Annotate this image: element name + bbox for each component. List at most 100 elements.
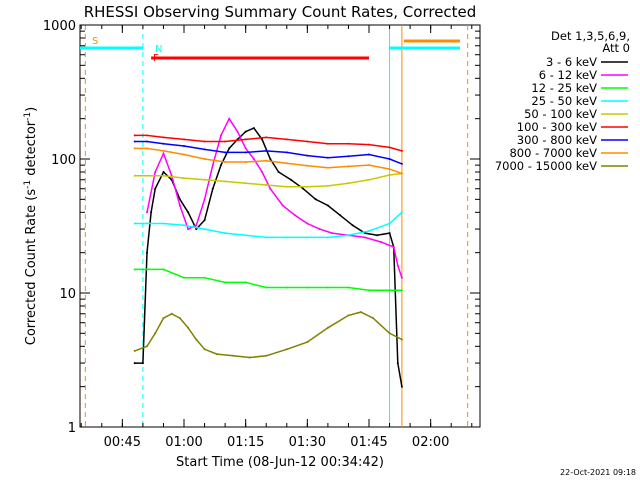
data-point — [224, 140, 227, 143]
data-point — [248, 356, 251, 359]
data-point — [294, 214, 296, 217]
data-point — [277, 171, 280, 173]
legend-label: 100 - 300 keV — [517, 120, 597, 134]
data-point — [326, 326, 329, 329]
data-point — [224, 180, 227, 183]
data-point — [326, 286, 329, 289]
data-point — [228, 147, 231, 150]
y-axis-label-sup2: -1 — [23, 112, 33, 121]
y-tick-label: 10 — [59, 287, 76, 302]
data-point — [146, 174, 148, 177]
data-point — [392, 246, 395, 249]
data-point — [203, 228, 206, 231]
legend-label: 7000 - 15000 keV — [495, 159, 597, 173]
data-point — [224, 161, 227, 163]
data-point — [326, 142, 329, 145]
chart-title: RHESSI Observing Summary Count Rates, Co… — [84, 3, 477, 21]
data-point — [265, 159, 268, 162]
data-point — [133, 174, 136, 177]
legend-subtitle: Att 0 — [602, 41, 630, 55]
x-tick-label: 00:45 — [104, 435, 141, 450]
data-point — [203, 219, 206, 222]
data-point — [314, 198, 317, 201]
data-point — [269, 158, 272, 160]
data-point — [331, 232, 333, 235]
series-line — [134, 147, 403, 175]
data-point — [224, 281, 227, 284]
data-point — [368, 143, 370, 146]
data-point — [388, 158, 391, 160]
plot-frame — [79, 24, 481, 428]
data-point — [220, 134, 222, 137]
data-point — [146, 222, 148, 225]
data-point — [146, 140, 148, 143]
data-point — [400, 162, 403, 165]
data-point — [133, 147, 136, 150]
data-point — [285, 138, 288, 141]
data-point — [400, 276, 403, 279]
data-point — [154, 171, 157, 173]
data-point — [388, 332, 391, 335]
data-point — [162, 142, 165, 145]
data-point — [244, 281, 247, 284]
data-point — [162, 317, 165, 320]
data-point — [178, 198, 181, 201]
data-point — [162, 222, 165, 225]
data-point — [203, 158, 206, 160]
data-point — [347, 314, 350, 317]
data-point — [285, 236, 288, 239]
data-point — [133, 134, 136, 137]
data-point — [244, 130, 247, 133]
x-tick-label: 01:00 — [165, 435, 202, 450]
data-point — [306, 236, 309, 239]
data-point — [285, 348, 288, 351]
data-point — [146, 268, 148, 271]
legend-label: 3 - 6 keV — [546, 55, 597, 69]
y-axis-label-mid: detector — [24, 120, 39, 180]
data-point — [141, 362, 144, 365]
data-point — [368, 289, 370, 292]
legend-title: Det 1,3,5,6,9, — [551, 29, 630, 43]
data-point — [265, 184, 268, 186]
legend-label: 300 - 800 keV — [517, 133, 597, 147]
data-point — [133, 140, 136, 143]
data-point — [170, 312, 173, 315]
data-point — [203, 348, 206, 351]
y-tick-label: 1 — [68, 421, 76, 436]
data-point — [400, 338, 403, 341]
data-point — [376, 234, 379, 237]
data-point — [133, 362, 136, 365]
data-point — [351, 224, 354, 227]
data-point — [388, 174, 391, 176]
data-point — [347, 234, 350, 237]
y-tick-label: 100 — [51, 153, 76, 168]
data-point — [326, 166, 329, 169]
data-point — [203, 198, 206, 201]
data-point — [326, 204, 329, 207]
data-point — [368, 164, 370, 167]
data-point — [183, 145, 185, 147]
data-point — [211, 164, 214, 167]
data-point — [289, 178, 292, 181]
data-point — [211, 187, 214, 190]
y-axis-label: Corrected Count Rate (s-1 detector-1) — [23, 107, 39, 345]
data-point — [306, 286, 309, 289]
y-axis: 1 10 100 1000 — [43, 19, 480, 436]
data-point — [178, 204, 181, 207]
data-point — [347, 182, 350, 185]
data-point — [150, 211, 153, 214]
data-point — [162, 136, 165, 139]
data-point — [133, 222, 136, 225]
data-point — [396, 264, 399, 267]
data-point — [347, 155, 350, 158]
data-point — [306, 164, 309, 167]
x-tick-label: 02:00 — [412, 435, 449, 450]
data-point — [306, 154, 309, 157]
data-point — [162, 171, 165, 173]
data-point — [133, 268, 136, 271]
data-point — [154, 332, 157, 335]
data-point — [285, 185, 288, 188]
plot-area — [79, 24, 481, 428]
